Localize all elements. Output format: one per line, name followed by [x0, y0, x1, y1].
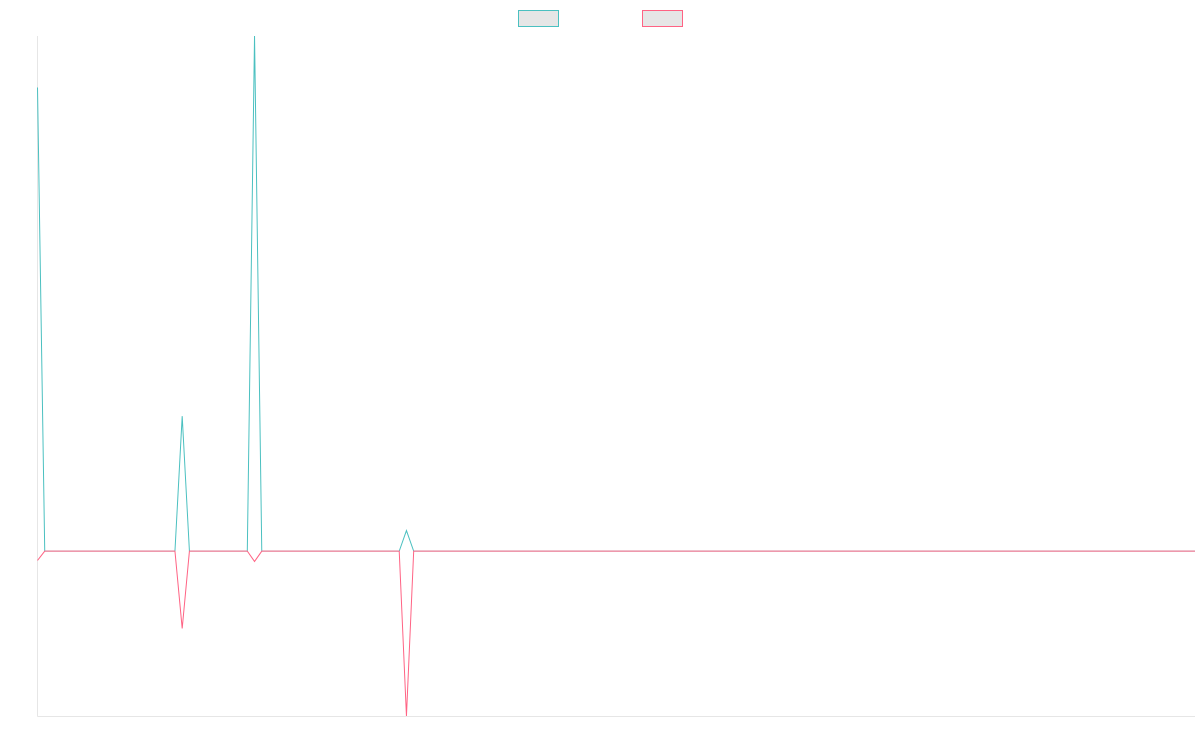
legend-swatch-2[interactable] [642, 10, 683, 27]
series [37, 35, 1195, 717]
axes [37, 36, 1195, 717]
series-line-1 [37, 35, 1195, 552]
legend-swatch-1[interactable] [518, 10, 559, 27]
series-line-2 [37, 550, 1195, 717]
legend [518, 10, 683, 27]
